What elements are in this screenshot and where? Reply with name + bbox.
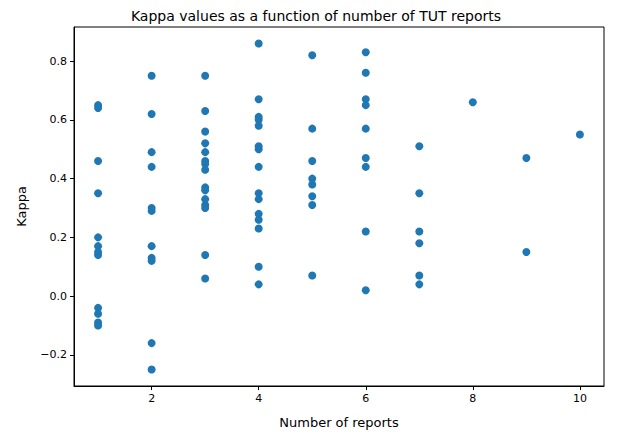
svg-text:−0.2: −0.2	[40, 348, 67, 361]
svg-text:0.0: 0.0	[50, 290, 68, 303]
svg-text:10: 10	[573, 392, 587, 405]
svg-text:2: 2	[148, 392, 155, 405]
svg-text:4: 4	[255, 392, 262, 405]
svg-text:0.6: 0.6	[50, 113, 68, 126]
svg-text:8: 8	[469, 392, 476, 405]
svg-text:0.2: 0.2	[50, 231, 68, 244]
svg-text:Number of reports: Number of reports	[279, 415, 399, 430]
svg-text:0.4: 0.4	[50, 172, 68, 185]
svg-text:0.8: 0.8	[50, 55, 68, 68]
svg-text:Kappa values as a function of: Kappa values as a function of number of …	[131, 8, 501, 24]
svg-text:Kappa: Kappa	[14, 186, 29, 227]
svg-text:6: 6	[362, 392, 369, 405]
